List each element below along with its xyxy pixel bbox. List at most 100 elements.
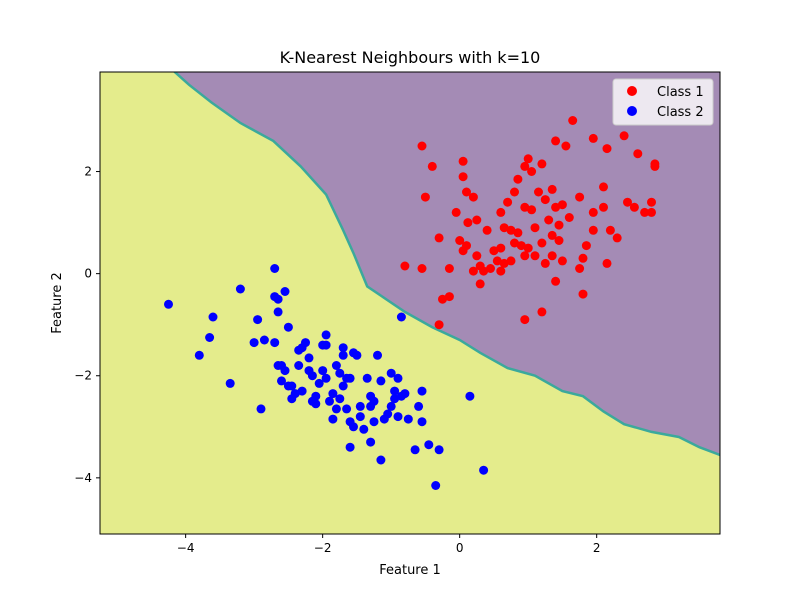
- point-class-2-23: [301, 338, 310, 348]
- point-class-2-33: [328, 414, 338, 424]
- point-class-2-48: [373, 350, 382, 360]
- axes-frame: [99, 71, 721, 535]
- point-class-1-55: [520, 202, 530, 212]
- point-class-1-77: [588, 133, 598, 143]
- point-class-1-82: [647, 197, 656, 207]
- point-class-2-54: [390, 386, 400, 396]
- point-class-2-59: [403, 414, 413, 424]
- point-class-1-60: [557, 256, 567, 266]
- point-class-2-91: [335, 394, 345, 404]
- point-class-2-74: [328, 389, 338, 399]
- y-tick-label-0: −4: [74, 471, 92, 485]
- x-tick-label-0: −4: [177, 541, 195, 555]
- point-class-1-54: [568, 116, 578, 125]
- point-class-1-72: [605, 225, 615, 235]
- point-class-2-90: [311, 399, 321, 409]
- point-class-2-42: [355, 412, 365, 422]
- x-axis-ticks: −4 −2 0 2: [177, 534, 601, 555]
- point-class-1-30: [510, 187, 519, 197]
- x-tick-label-2: 0: [456, 541, 464, 555]
- point-class-2-66: [434, 445, 444, 455]
- point-class-2-87: [287, 381, 297, 391]
- point-class-1-71: [599, 182, 608, 192]
- point-class-2-28: [314, 378, 324, 388]
- point-class-2-71: [277, 361, 286, 370]
- point-class-2-69: [283, 322, 293, 332]
- point-class-2-55: [393, 373, 403, 383]
- point-class-1-14: [472, 251, 482, 261]
- point-class-1-37: [506, 225, 516, 235]
- x-axis-label: Feature 1: [379, 563, 441, 578]
- point-class-2-49: [376, 376, 386, 386]
- point-class-2-53: [386, 368, 396, 378]
- point-class-1-26: [506, 256, 516, 266]
- decision-boundary: [172, 72, 720, 457]
- point-class-1-93: [496, 266, 506, 276]
- point-class-1-17: [479, 266, 489, 276]
- point-class-1-65: [575, 264, 585, 273]
- point-class-1-64: [578, 253, 588, 263]
- point-class-1-40: [516, 241, 526, 251]
- point-class-1-41: [520, 251, 530, 261]
- point-class-2-14: [270, 338, 280, 348]
- point-class-2-2: [208, 312, 218, 322]
- point-class-1-23: [496, 243, 506, 253]
- point-class-1-88: [520, 315, 530, 325]
- point-class-1-0: [417, 141, 427, 151]
- point-class-1-86: [578, 289, 588, 299]
- point-class-1-59: [554, 236, 564, 245]
- point-class-1-49: [544, 215, 554, 225]
- point-class-2-80: [366, 401, 376, 411]
- point-class-1-70: [599, 202, 608, 212]
- point-class-1-22: [489, 246, 499, 256]
- point-class-1-94: [530, 251, 540, 261]
- point-class-1-63: [551, 276, 561, 286]
- point-class-2-37: [338, 350, 348, 360]
- x-tick-label-3: 2: [593, 541, 601, 555]
- point-class-1-6: [468, 192, 478, 202]
- decision-region-class-1: [174, 72, 720, 455]
- point-class-2-34: [331, 404, 341, 414]
- point-class-2-43: [359, 424, 369, 434]
- point-class-1-91: [444, 292, 454, 302]
- point-class-1-36: [499, 223, 509, 233]
- legend-box: [612, 78, 714, 126]
- point-class-2-82: [390, 394, 400, 404]
- point-class-2-70: [249, 338, 259, 348]
- point-class-1-31: [513, 174, 523, 184]
- point-class-2-7: [259, 335, 269, 345]
- point-class-2-30: [321, 340, 331, 350]
- plot-area: [100, 72, 720, 534]
- point-class-2-76: [318, 366, 328, 376]
- point-class-1-62: [540, 258, 550, 268]
- point-class-1-53: [551, 136, 561, 146]
- legend-marker-class-1: [627, 86, 637, 96]
- point-class-2-88: [294, 345, 304, 355]
- point-class-2-6: [256, 404, 266, 414]
- y-tick-label-1: −2: [74, 369, 92, 383]
- point-class-1-76: [602, 258, 612, 268]
- point-class-2-92: [342, 373, 352, 383]
- point-class-1-78: [602, 144, 612, 154]
- point-class-2-8: [253, 315, 263, 325]
- point-class-2-36: [338, 343, 348, 353]
- point-class-1-52: [561, 141, 571, 151]
- point-class-1-58: [547, 230, 557, 240]
- point-class-1-18: [444, 264, 454, 273]
- point-class-2-11: [280, 287, 290, 296]
- point-class-2-41: [352, 350, 362, 360]
- point-class-1-67: [575, 192, 585, 202]
- point-class-1-73: [612, 233, 622, 243]
- point-class-2-4: [225, 378, 235, 388]
- point-class-1-16: [468, 266, 478, 276]
- point-class-2-31: [321, 373, 331, 383]
- point-class-2-57: [396, 312, 406, 322]
- point-class-1-87: [537, 307, 547, 317]
- point-class-1-27: [475, 279, 485, 289]
- point-class-1-7: [451, 207, 461, 217]
- legend: Class 1 Class 2: [612, 78, 714, 126]
- point-class-1-35: [537, 159, 547, 169]
- point-class-1-83: [647, 207, 656, 217]
- point-class-1-66: [581, 241, 591, 251]
